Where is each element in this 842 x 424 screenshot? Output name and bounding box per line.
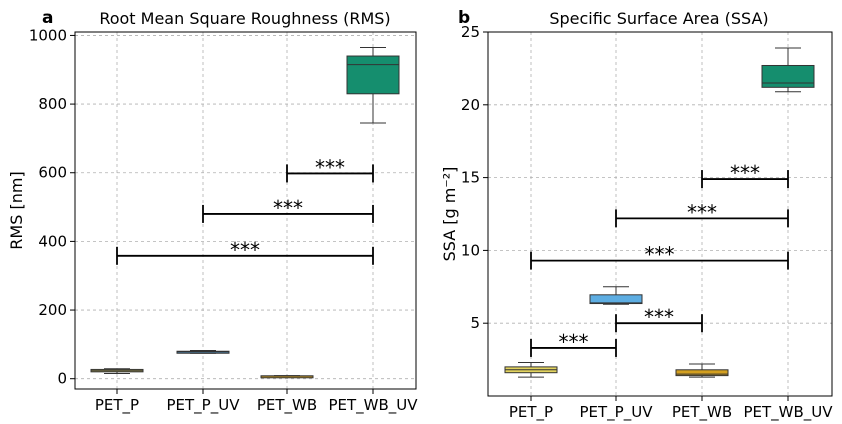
y-tick-label: 5: [470, 314, 480, 332]
significance-label: ***: [230, 238, 260, 262]
box-PET_WB: [260, 375, 314, 379]
significance-bracket: ***: [615, 200, 789, 228]
y-tick-label: 10: [461, 241, 480, 259]
box-iqr: [675, 369, 729, 377]
y-axis-label: RMS [nm]: [7, 171, 26, 249]
box-PET_P_UV: [176, 350, 230, 354]
box-PET_P: [90, 368, 144, 375]
significance-label: ***: [730, 161, 760, 185]
significance-label: ***: [645, 243, 675, 267]
panel-label: b: [458, 8, 470, 28]
box-iqr: [761, 64, 815, 88]
box-iqr: [346, 55, 400, 95]
box-PET_P: [504, 362, 558, 378]
significance-bracket: ***: [530, 243, 789, 270]
chart-title: Specific Surface Area (SSA): [549, 9, 768, 28]
box-PET_WB: [675, 363, 729, 378]
y-tick-label: 800: [38, 95, 67, 113]
x-tick-label: PET_WB: [672, 403, 732, 422]
x-tick-label: PET_WB: [257, 396, 317, 415]
panel-label: a: [42, 8, 53, 28]
y-tick-label: 15: [461, 169, 480, 187]
y-tick-label: 20: [461, 96, 480, 114]
y-tick-label: 200: [38, 301, 67, 319]
x-tick-label: PET_P: [95, 396, 139, 415]
box-iqr: [589, 294, 643, 305]
significance-bracket: ***: [701, 161, 789, 189]
chart-title: Root Mean Square Roughness (RMS): [99, 9, 390, 28]
significance-label: ***: [559, 330, 589, 354]
y-axis-label: SSA [g m⁻²]: [440, 167, 459, 262]
y-tick-label: 400: [38, 232, 67, 250]
box-PET_WB_UV: [761, 47, 815, 93]
significance-label: ***: [687, 200, 717, 224]
y-tick-label: 600: [38, 164, 67, 182]
significance-label: ***: [644, 305, 674, 329]
x-tick-label: PET_P: [509, 403, 553, 422]
box-PET_P_UV: [589, 286, 643, 305]
x-tick-label: PET_WB_UV: [328, 396, 418, 415]
significance-label: ***: [273, 196, 303, 220]
significance-bracket: ***: [116, 238, 374, 265]
significance-bracket: ***: [286, 155, 374, 183]
significance-bracket: ***: [202, 196, 374, 223]
significance-bracket: ***: [530, 330, 617, 357]
y-tick-label: 1000: [29, 26, 67, 44]
chart-panel-ssa: *** *** *** *** *** 5 10 15 20 25 PET_P PET_P_UV PET…: [440, 8, 833, 422]
significance-label: ***: [315, 155, 345, 179]
axes-frame: [74, 31, 417, 390]
x-tick-label: PET_P_UV: [167, 396, 241, 415]
chart-panel-rms: *** *** *** 0 200 400 600 800 1000 PET_P PET_P_UV P…: [7, 8, 418, 415]
significance-bracket: ***: [615, 305, 703, 333]
box-PET_WB_UV: [346, 46, 400, 124]
axes-frame: [487, 31, 833, 397]
y-tick-label: 25: [461, 23, 480, 41]
x-tick-label: PET_P_UV: [580, 403, 654, 422]
y-tick-label: 0: [57, 370, 67, 388]
x-tick-label: PET_WB_UV: [743, 403, 833, 422]
